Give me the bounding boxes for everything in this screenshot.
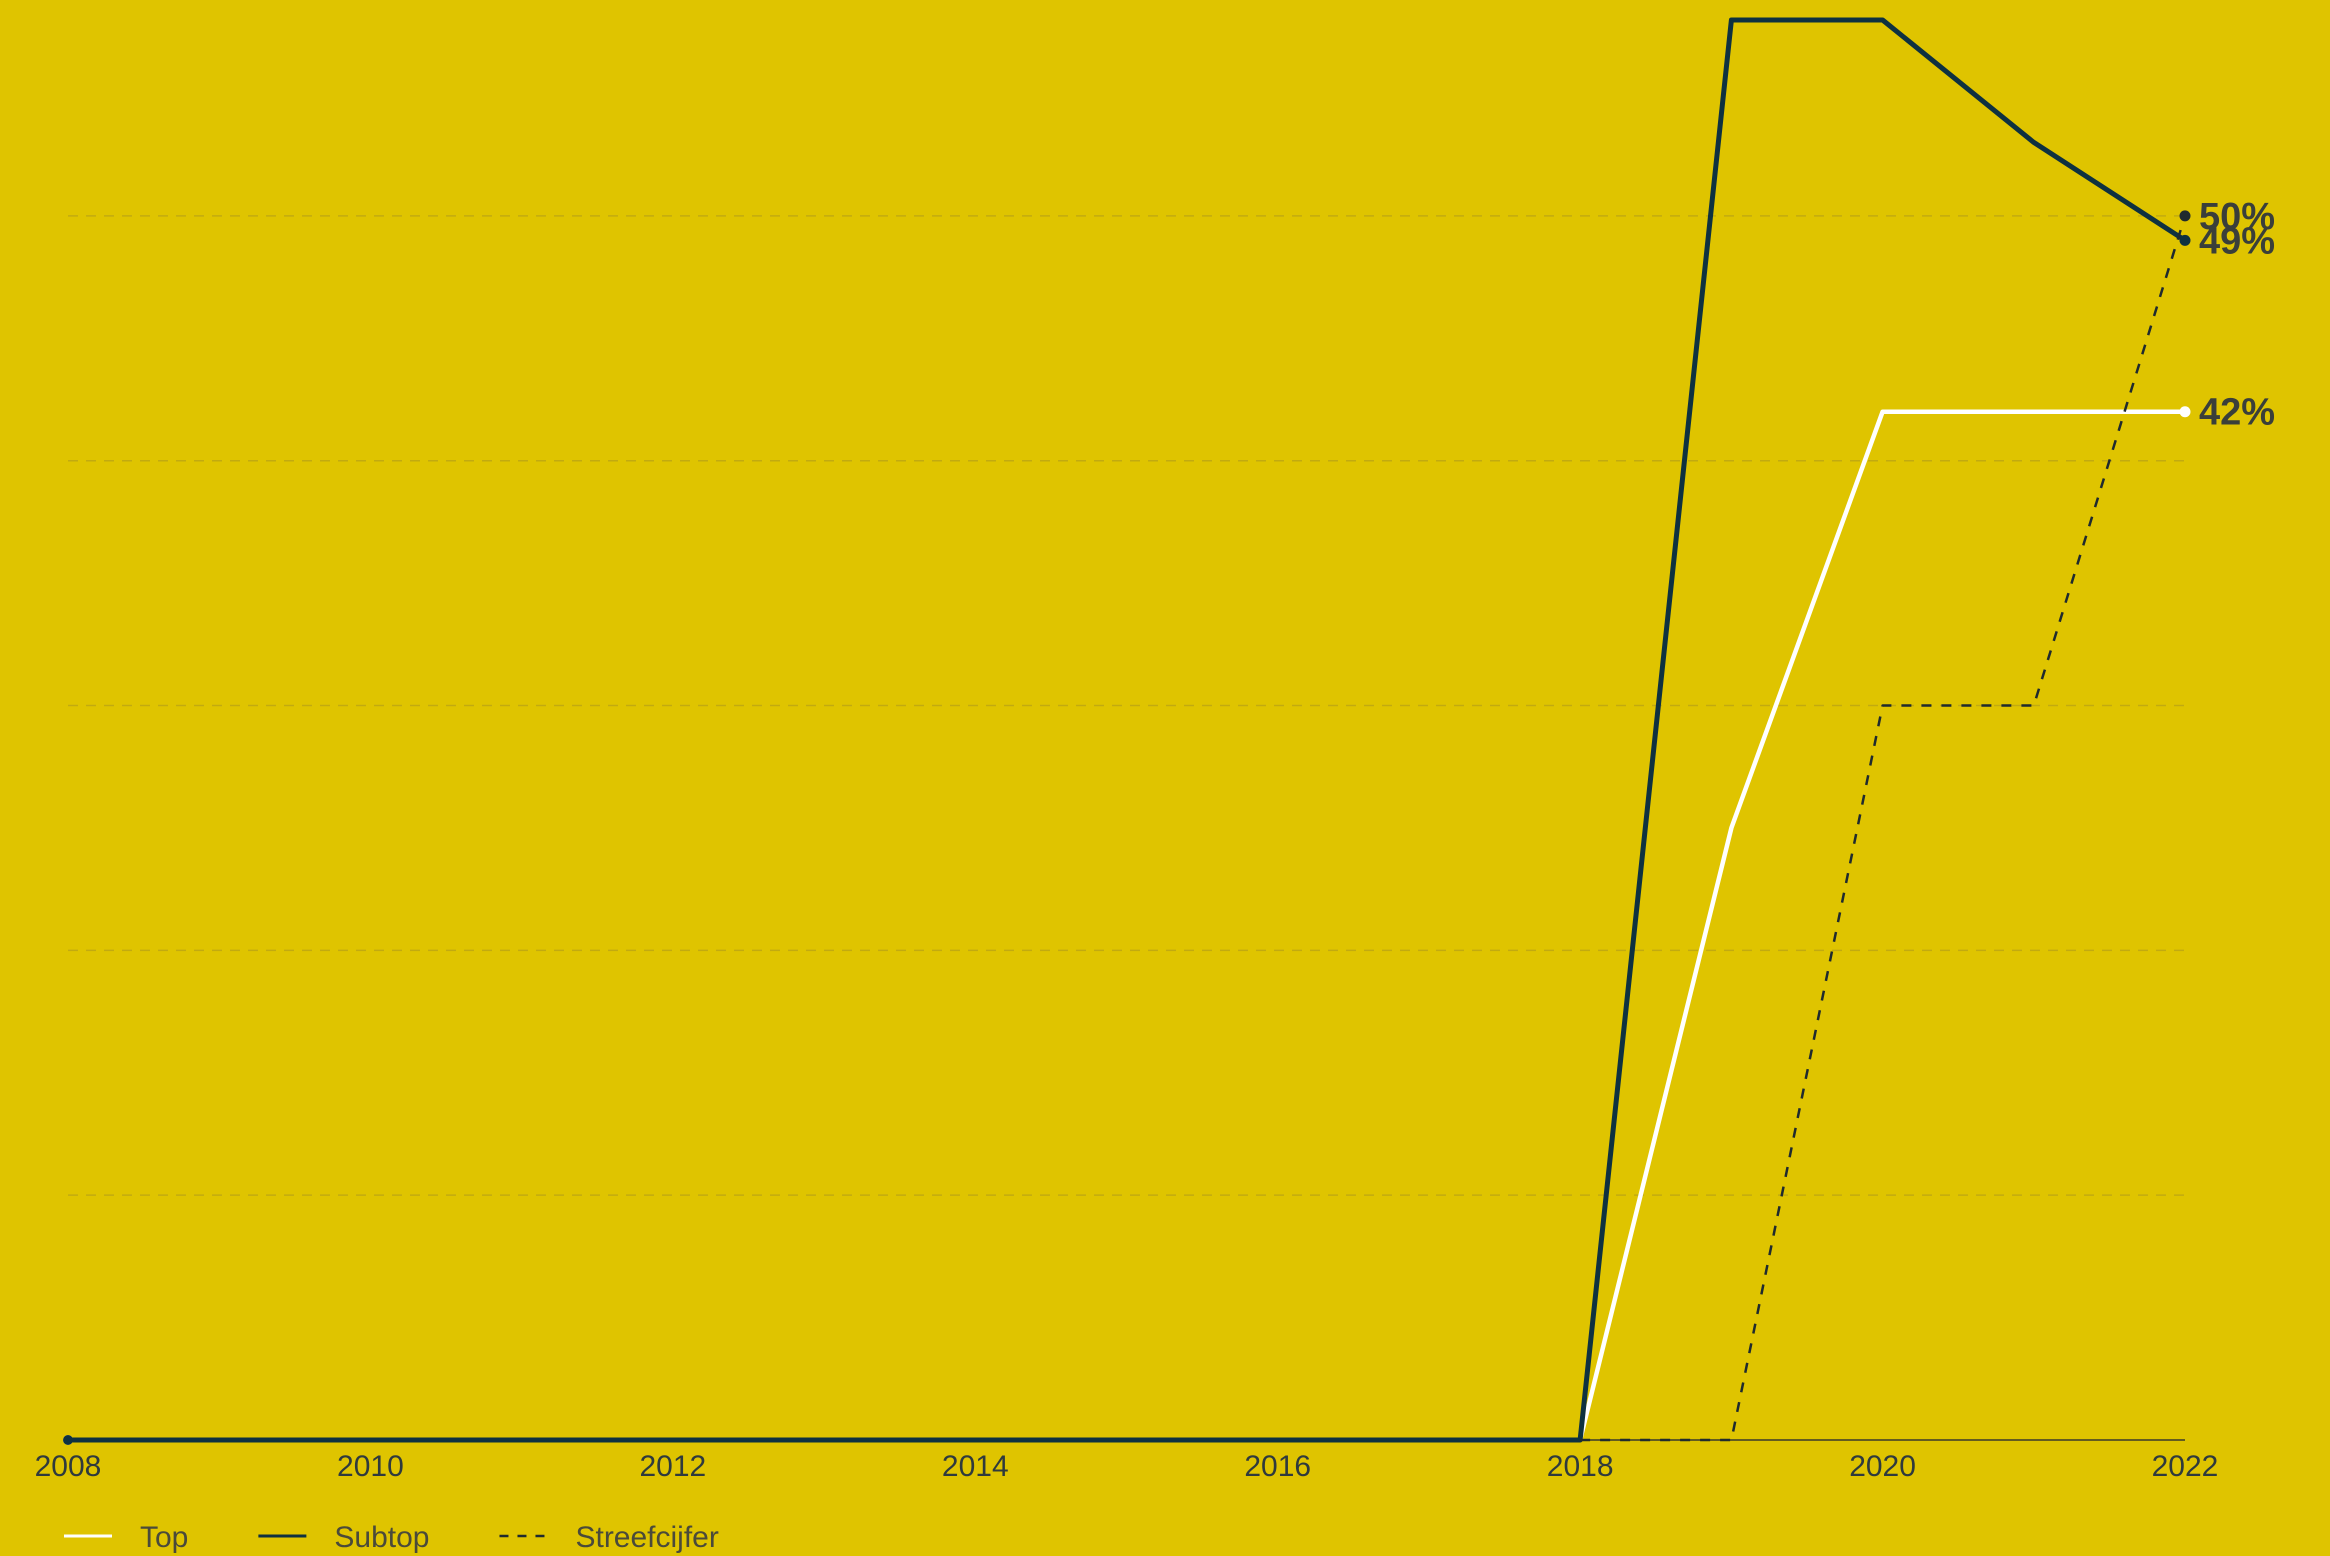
series-layer: [63, 17, 2191, 1445]
x-tick-label-2018: 2018: [1547, 1450, 1614, 1483]
x-tick-label-2012: 2012: [639, 1450, 706, 1483]
series-line-top: [68, 409, 2185, 1443]
x-tick-label-2010: 2010: [337, 1450, 404, 1483]
x-tick-label-2022: 2022: [2152, 1450, 2219, 1483]
x-tick-label-2014: 2014: [942, 1450, 1009, 1483]
axis-layer: 2008 2010 2012 2014 2016 2018 2020 2022: [35, 1439, 2219, 1483]
end-label-streefcijfer: 50%: [2199, 196, 2275, 238]
grid-layer: [68, 215, 2185, 1196]
series-end-point-subtop: [2179, 234, 2191, 246]
end-label-subtop: 49%: [2199, 220, 2275, 262]
x-tick-label-2008: 2008: [35, 1450, 102, 1483]
x-tick-label-2020: 2020: [1849, 1450, 1916, 1483]
legend-label-top: Top: [140, 1521, 188, 1554]
legend: Top Subtop Streefcijfer: [64, 1521, 719, 1554]
label-layer: 42% 49%50%: [2199, 196, 2275, 434]
series-line-subtop: [68, 17, 2187, 1443]
legend-label-subtop: Subtop: [334, 1521, 429, 1554]
x-tick-label-2016: 2016: [1244, 1450, 1311, 1483]
series-start-point-subtop: [63, 1435, 73, 1445]
legend-label-streefcijfer: Streefcijfer: [575, 1521, 718, 1554]
series-line-streefcijfer: [1580, 215, 2187, 1442]
end-label-top: 42%: [2199, 392, 2275, 434]
series-end-point-top: [2179, 406, 2191, 418]
series-end-point-streefcijfer: [2179, 210, 2191, 222]
